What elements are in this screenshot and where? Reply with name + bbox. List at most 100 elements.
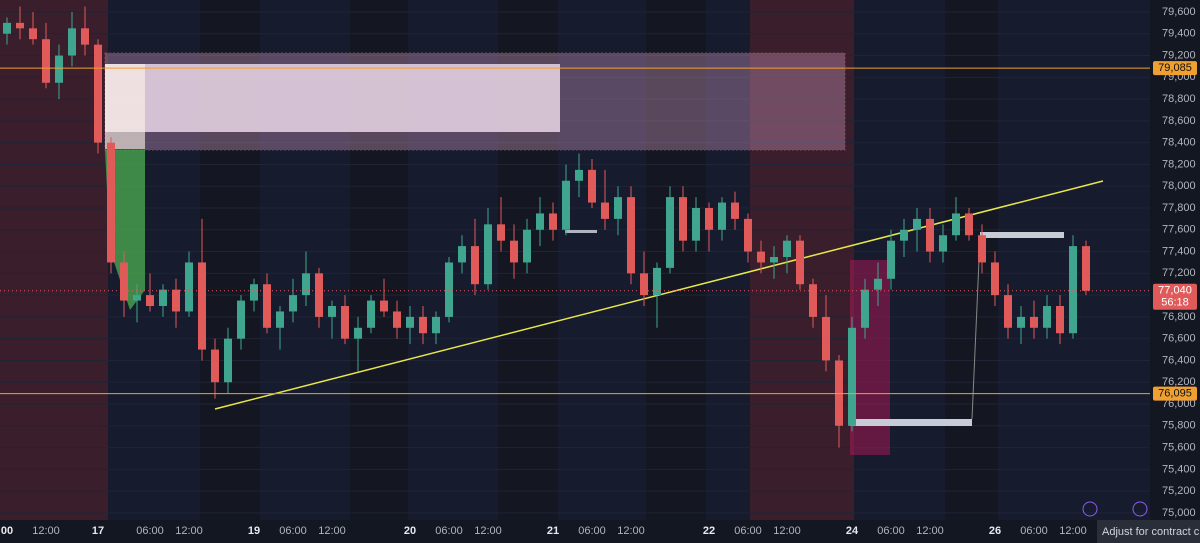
y-tick-label: 78,200 [1162,158,1196,170]
candle-body [315,273,323,317]
candle-body [991,262,999,296]
candle-body [640,273,648,296]
y-tick-label: 79,200 [1162,49,1196,61]
candle-body [276,311,284,328]
candle-body [380,300,388,312]
candle-body [55,55,63,83]
candle-body [900,229,908,241]
y-tick-label: 76,800 [1162,311,1196,323]
candle-body [328,306,336,317]
tooltip-box [1097,520,1200,543]
candle-body [731,202,739,219]
candle-body [289,295,297,312]
y-tick-label: 76,400 [1162,354,1196,366]
candle-body [1004,295,1012,328]
x-tick-label: 17 [92,525,104,537]
x-tick-label: 12:00 [1059,525,1087,537]
candle-body [16,22,24,29]
candle-body [94,44,102,143]
x-tick-label: 06:00 [877,525,905,537]
candle-body [198,262,206,350]
candle-body [809,284,817,317]
candle-body [42,39,50,83]
candle-body [224,338,232,383]
candle-body [120,262,128,301]
candle-body [419,316,427,334]
x-tick-label: 12:00 [773,525,801,537]
y-tick-label: 75,800 [1162,420,1196,432]
y-tick-label: 79,600 [1162,6,1196,18]
candle-body [627,197,635,274]
candle-body [484,224,492,285]
candle-body [497,224,505,241]
candle-body [1030,316,1038,328]
candle-body [263,284,271,328]
candle-body [354,327,362,339]
candle-body [510,240,518,263]
candle-body [68,28,76,56]
candle-body [952,213,960,236]
candle-body [588,169,596,203]
candle-body [133,295,141,301]
candle-body [1043,306,1051,328]
y-tick-label: 77,200 [1162,267,1196,279]
y-tick-label: 76,200 [1162,376,1196,388]
last-price-label: 77,040 [1158,285,1192,297]
candle-body [445,262,453,317]
candle-body [1069,246,1077,334]
x-tick-label: 21 [547,525,559,537]
x-tick-label: 00 [1,525,13,537]
candle-body [679,197,687,241]
tooltip: Adjust for contract cha [1102,526,1200,538]
candle-body [614,197,622,219]
price-scale [1150,0,1200,543]
candle-body [523,229,531,263]
candle-body [718,202,726,230]
x-tick-label: 12:00 [175,525,203,537]
x-tick-label: 12:00 [617,525,645,537]
candle-body [341,306,349,339]
x-tick-label: 12:00 [32,525,60,537]
candle-body [432,316,440,334]
candle-body [835,360,843,426]
x-tick-label: 22 [703,525,715,537]
icon[interactable] [1082,501,1098,517]
candle-body [237,300,245,339]
candle-body [822,316,830,361]
countdown: 56:18 [1161,297,1189,309]
candle-body [29,28,37,40]
candle-body [757,251,765,263]
candle-body [783,240,791,258]
y-tick-label: 78,600 [1162,115,1196,127]
candle-body [549,213,557,230]
price-label-box [1153,61,1197,76]
x-tick-label: 06:00 [578,525,606,537]
candle-body [159,289,167,307]
candle-body [770,257,778,263]
x-tick-label: 06:00 [435,525,463,537]
axes: 75,000 75,200 75,400 75,600 75,800 76,000 76,2… [1,6,1197,537]
zones [104,52,1104,455]
price-label: 79,085 [1158,62,1192,74]
candle-body [874,278,882,290]
y-tick-label: 78,800 [1162,93,1196,105]
candle-body [978,235,986,263]
candle-body [367,300,375,328]
x-tick-label: 06:00 [279,525,307,537]
x-tick-label: 19 [248,525,260,537]
candle-body [926,218,934,252]
last-price-box [1153,283,1197,310]
candle-body [393,311,401,328]
y-tick-label: 76,000 [1162,398,1196,410]
y-tick-label: 78,000 [1162,180,1196,192]
x-tick-label: 06:00 [136,525,164,537]
candle-body [536,213,544,230]
candle-body [185,262,193,312]
candle-body [939,235,947,252]
candle-body [107,142,115,263]
y-tick-label: 77,400 [1162,245,1196,257]
candle-body [653,267,661,296]
candle-body [913,218,921,230]
icon[interactable] [1132,501,1148,517]
